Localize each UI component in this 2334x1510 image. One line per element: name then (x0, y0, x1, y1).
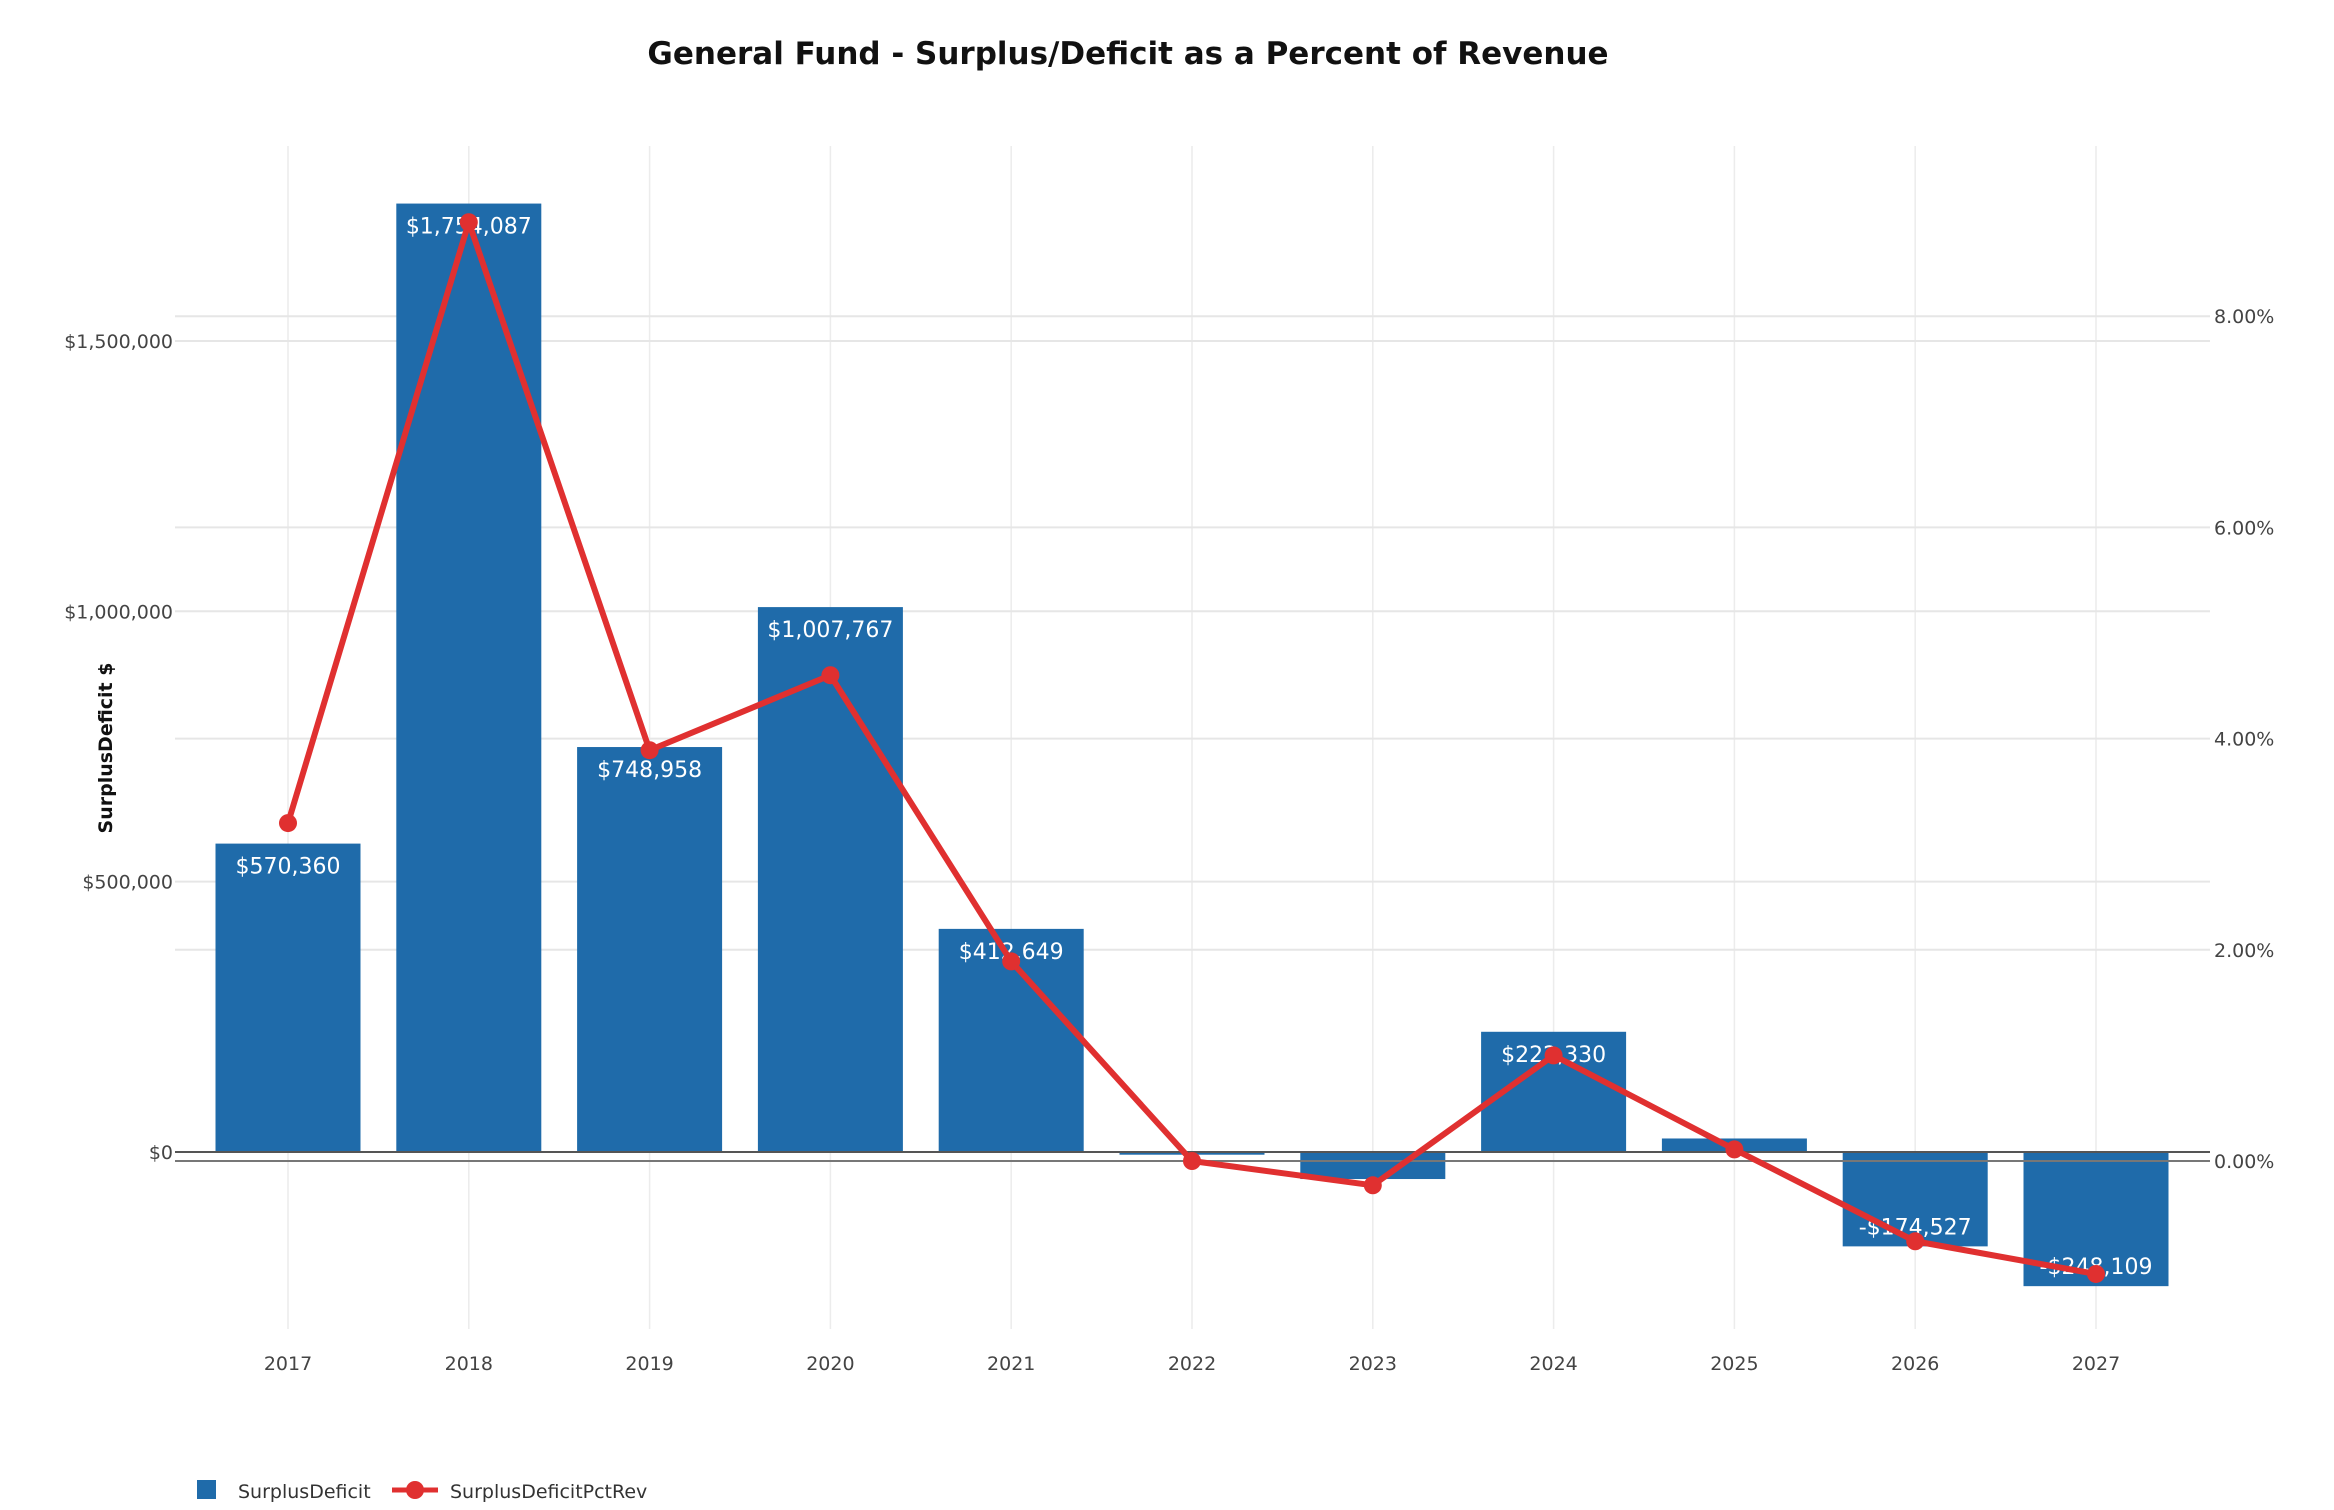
line-point (821, 666, 840, 685)
bar (757, 607, 903, 1152)
x-tick-label: 2025 (1710, 1353, 1758, 1375)
x-axis: 2017 2018 2019 2020 2021 2022 2023 2024 2025 2026… (264, 1353, 2120, 1375)
x-tick-label: 2024 (1529, 1353, 1577, 1375)
bar-data-label: $748,958 (597, 758, 702, 783)
y-right-tick-label: 4.00% (2214, 729, 2274, 751)
bar-data-labels: $570,360$1,754,087$748,958$1,007,767$412… (236, 215, 2153, 1281)
y-right-tick-label: 6.00% (2214, 517, 2274, 539)
line-point (1002, 952, 1021, 971)
x-tick-label: 2019 (625, 1353, 673, 1375)
legend-bar-swatch[interactable] (197, 1480, 216, 1499)
y-axis-title: SurplusDeficit $ (95, 663, 117, 834)
x-tick-label: 2018 (445, 1353, 493, 1375)
line-point (2087, 1264, 2105, 1283)
x-tick-label: 2017 (264, 1353, 312, 1375)
y-left-tick-label: $0 (149, 1142, 173, 1164)
legend-label-surplusdeficit[interactable]: SurplusDeficit (238, 1481, 371, 1503)
x-tick-label: 2020 (806, 1353, 854, 1375)
line-point (279, 814, 297, 833)
bar (1300, 1152, 1446, 1180)
legend-label-surplusdeficitpctrev[interactable]: SurplusDeficitPctRev (450, 1481, 647, 1503)
bar (577, 747, 723, 1152)
legend-dot-marker (406, 1481, 424, 1499)
line-point (1906, 1232, 1925, 1251)
bar (396, 203, 542, 1152)
line-point (1183, 1152, 1201, 1170)
line-point (1544, 1046, 1563, 1065)
bar (215, 843, 361, 1152)
line-point (459, 213, 478, 232)
y-axis-right: 0.00% 2.00% 4.00% 6.00% 8.00% (2214, 306, 2274, 1173)
y-right-tick-label: 2.00% (2214, 940, 2274, 962)
chart-title: General Fund - Surplus/Deficit as a Perc… (647, 36, 1608, 72)
x-tick-label: 2023 (1349, 1353, 1397, 1375)
bar (1842, 1152, 1988, 1247)
y-left-tick-label: $1,500,000 (64, 331, 173, 353)
x-tick-label: 2022 (1168, 1353, 1216, 1375)
bar-data-label: $1,007,767 (767, 618, 893, 643)
line-point (640, 741, 659, 760)
line-point (1363, 1176, 1382, 1195)
x-tick-label: 2021 (987, 1353, 1035, 1375)
x-tick-label: 2027 (2072, 1353, 2120, 1375)
y-left-tick-label: $1,000,000 (64, 601, 173, 623)
line-point (1725, 1140, 1744, 1159)
y-left-tick-label: $500,000 (82, 872, 173, 894)
x-tick-label: 2026 (1891, 1353, 1939, 1375)
y-right-tick-label: 8.00% (2214, 306, 2274, 328)
bar-data-label: $570,360 (236, 855, 341, 880)
y-right-tick-label: 0.00% (2214, 1151, 2274, 1173)
y-axis-left: $0 $500,000 $1,000,000 $1,500,000 (64, 331, 173, 1164)
legend: SurplusDeficit SurplusDeficitPctRev (197, 1480, 647, 1503)
line-series (279, 213, 2105, 1283)
